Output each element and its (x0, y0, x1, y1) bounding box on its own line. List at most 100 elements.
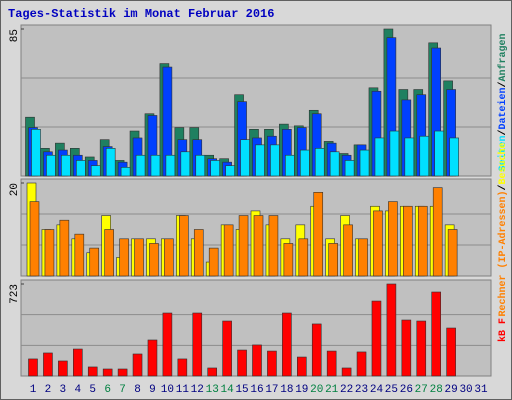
bar (44, 229, 55, 277)
bar (283, 243, 294, 277)
bar (207, 367, 217, 377)
bar (329, 151, 340, 177)
bar (43, 352, 53, 377)
y-tick-label: 723 (9, 284, 21, 304)
bar (240, 139, 250, 177)
x-tick-label: 7 (119, 384, 126, 396)
bar (134, 238, 144, 277)
x-tick-label: 4 (74, 384, 81, 396)
bar (238, 215, 249, 277)
legend-separator: / (497, 184, 509, 190)
chart-title: Tages-Statistik im Monat Februar 2016 (8, 7, 274, 21)
bar (223, 224, 234, 277)
bar (74, 233, 85, 277)
x-tick-label: 21 (325, 384, 339, 396)
bar (132, 353, 143, 377)
bar (299, 149, 310, 177)
x-tick-label: 6 (104, 384, 111, 396)
bar (328, 243, 338, 277)
bar (419, 135, 430, 177)
bar (313, 192, 324, 277)
bar (105, 148, 116, 177)
x-tick-label: 25 (385, 384, 398, 396)
x-tick-label: 19 (295, 384, 308, 396)
x-tick-label: 11 (176, 384, 190, 396)
bar (447, 229, 458, 277)
bar (89, 247, 100, 277)
legend-entry: Rechner (IP-Adressen) (497, 191, 509, 317)
bar (102, 368, 113, 377)
bar (225, 165, 235, 177)
bar (388, 201, 398, 277)
bar (268, 215, 279, 277)
bar (432, 187, 443, 277)
bar (296, 356, 307, 377)
x-tick-label: 22 (340, 384, 353, 396)
bar (179, 215, 189, 277)
bar (195, 154, 206, 177)
bar (76, 160, 86, 177)
bar (28, 358, 38, 377)
bar (358, 238, 368, 277)
bar (403, 205, 413, 277)
x-tick-label: 2 (45, 384, 52, 396)
x-tick-label: 30 (459, 384, 472, 396)
bar (416, 320, 427, 377)
bar (192, 312, 203, 377)
x-tick-label: 26 (400, 384, 413, 396)
bar (162, 312, 173, 377)
bar (147, 339, 158, 377)
x-tick-label: 27 (415, 384, 428, 396)
x-tick-label: 28 (430, 384, 443, 396)
bar (104, 229, 114, 277)
bar (119, 238, 129, 277)
bar (314, 148, 325, 177)
bar (29, 201, 40, 277)
bar (446, 327, 456, 377)
bar (344, 160, 355, 177)
x-tick-label: 9 (149, 384, 156, 396)
x-tick-label: 15 (235, 384, 248, 396)
x-tick-label: 5 (89, 384, 96, 396)
x-tick-label: 23 (355, 384, 368, 396)
bar (311, 323, 322, 377)
x-tick-label: 13 (206, 384, 219, 396)
bar (61, 154, 71, 177)
bar (373, 210, 383, 277)
x-tick-label: 24 (370, 384, 384, 396)
x-tick-label: 3 (60, 384, 67, 396)
bar (356, 351, 367, 377)
bar (252, 344, 262, 377)
x-tick-label: 29 (445, 384, 458, 396)
bar (404, 137, 415, 177)
x-tick-label: 18 (280, 384, 293, 396)
legend-separator: / (497, 130, 509, 136)
bar (149, 243, 159, 277)
bar (87, 366, 98, 377)
legend-entry: Anfragen (497, 33, 509, 81)
bar (434, 130, 445, 177)
bar (326, 350, 337, 377)
legend: Seiten/Dateien/Anfragen (497, 33, 509, 171)
bar (417, 205, 428, 277)
bar (374, 137, 385, 177)
bar (343, 224, 353, 277)
bar (270, 144, 280, 177)
x-tick-label: 31 (474, 384, 488, 396)
y-tick-label: 20 (9, 183, 21, 196)
bar (431, 291, 442, 377)
x-tick-label: 16 (250, 384, 263, 396)
bar (371, 300, 382, 377)
x-tick-label: 20 (310, 384, 323, 396)
bar (135, 154, 146, 177)
legend-entry: Seiten (497, 136, 509, 172)
bar (58, 360, 68, 377)
bar (255, 144, 265, 177)
bar (222, 320, 232, 377)
x-tick-label: 10 (161, 384, 174, 396)
x-tick-label: 1 (30, 384, 37, 396)
x-tick-label: 8 (134, 384, 141, 396)
bar (389, 130, 400, 177)
bar (208, 247, 219, 277)
bar (193, 229, 204, 277)
